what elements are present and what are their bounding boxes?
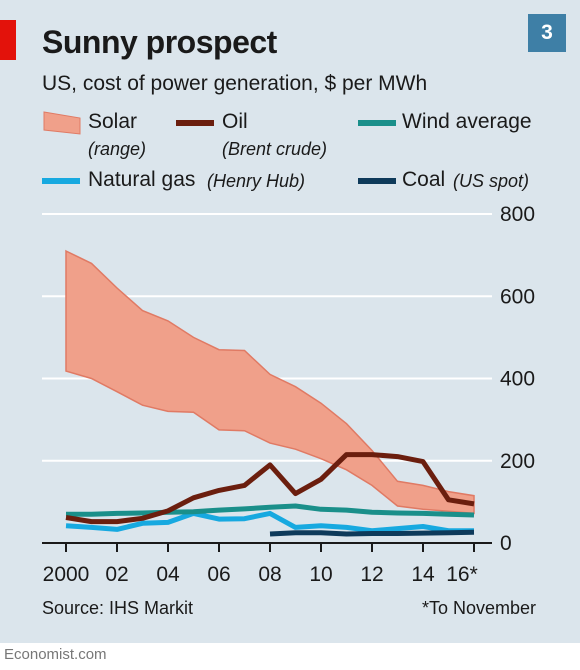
legend-swatch-wind [358, 120, 396, 126]
chart-number-badge: 3 [528, 14, 566, 52]
legend-label-solar: Solar [88, 110, 138, 133]
source-note: Source: IHS Markit [42, 598, 194, 618]
legend-swatch-solar [43, 111, 81, 135]
series-wind-line [66, 503, 475, 518]
x-tick-label-2002: 02 [105, 563, 128, 586]
x-tick-label-2000: 2000 [43, 563, 90, 586]
legend-label-coal: Coal [402, 168, 446, 191]
series-oil-line [65, 452, 475, 525]
legend-sub-gas: (Henry Hub) [207, 171, 306, 191]
y-tick-label-600: 600 [500, 285, 535, 308]
x-tick-label-2016: 16* [446, 563, 478, 586]
legend-sub-solar: (range) [88, 139, 147, 159]
y-tick-label-200: 200 [500, 450, 535, 473]
brand-credit: Economist.com [4, 646, 107, 663]
x-tick-label-2012: 12 [360, 563, 383, 586]
legend-sub-oil: (Brent crude) [222, 139, 328, 159]
series-solar-range [65, 249, 475, 515]
x-tick-label-2006: 06 [207, 563, 230, 586]
footnote: *To November [421, 598, 536, 618]
legend-label-gas: Natural gas [88, 168, 196, 191]
chart-title: Sunny prospect [42, 24, 277, 60]
legend-swatch-coal [358, 178, 396, 184]
legend-swatch-gas [42, 178, 80, 184]
chart-subtitle: US, cost of power generation, $ per MWh [42, 72, 428, 95]
brand-red-tag [0, 20, 16, 60]
x-tick-label-2010: 10 [309, 563, 332, 586]
chart-plot: 0 200 400 600 800 2000 02 04 06 08 10 12 14 16* [42, 203, 535, 586]
series-gas-line [65, 510, 474, 534]
x-tick-label-2004: 04 [156, 563, 180, 586]
legend-label-oil: Oil [222, 110, 248, 133]
y-tick-label-0: 0 [500, 532, 512, 555]
y-tick-label-800: 800 [500, 203, 535, 226]
x-tick-label-2014: 14 [411, 563, 435, 586]
y-tick-label-400: 400 [500, 368, 535, 391]
legend-label-wind: Wind average [402, 110, 532, 133]
legend-sub-coal: (US spot) [453, 171, 530, 191]
legend-swatch-oil [176, 120, 214, 126]
x-tick-label-2008: 08 [258, 563, 281, 586]
series-coal-line [269, 529, 475, 537]
